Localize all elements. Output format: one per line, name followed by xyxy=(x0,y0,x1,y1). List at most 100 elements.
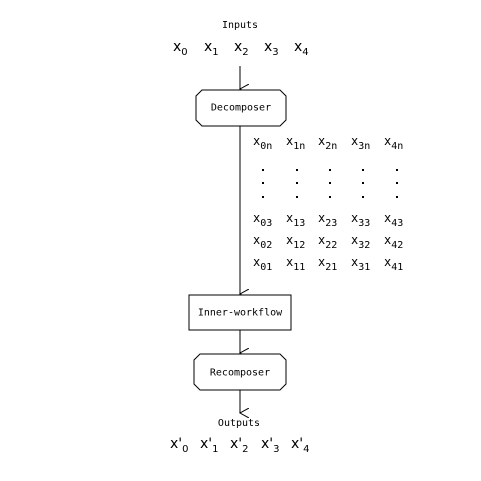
ellipsis-dot xyxy=(396,196,398,198)
matrix-cell-r2-c3-subscript: 32 xyxy=(358,240,371,251)
matrix-cell-r3-c1: x11 xyxy=(286,256,305,273)
output-var-2: x'2 xyxy=(230,437,249,455)
input-var-2-base: x xyxy=(234,39,243,55)
matrix-cell-r0-c2: x2n xyxy=(318,135,337,152)
ellipsis-dot xyxy=(262,182,264,184)
ellipsis-dot xyxy=(396,169,398,171)
matrix-cell-r0-c2-subscript: 2n xyxy=(325,141,338,152)
matrix-cell-r3-c3-base: x xyxy=(351,255,359,269)
matrix-cell-r2-c4-base: x xyxy=(384,233,392,247)
matrix-cell-r0-c2-base: x xyxy=(318,134,326,148)
output-var-3: x'3 xyxy=(261,437,280,455)
input-var-1-subscript: 1 xyxy=(212,47,219,58)
matrix-cell-r2-c2-base: x xyxy=(318,233,326,247)
output-var-1-base: x' xyxy=(200,436,213,452)
ellipsis-dot xyxy=(362,196,364,198)
ellipsis-dot xyxy=(362,182,364,184)
matrix-cell-r2-c3-base: x xyxy=(351,233,359,247)
matrix-cell-r1-c0: x03 xyxy=(253,212,272,229)
input-var-3-base: x xyxy=(264,39,273,55)
matrix-cell-r0-c4-subscript: 4n xyxy=(391,141,404,152)
ellipsis-dot xyxy=(296,182,298,184)
inner-workflow-node xyxy=(188,294,292,331)
output-var-1-subscript: 1 xyxy=(212,444,219,455)
matrix-cell-r3-c4-base: x xyxy=(384,255,392,269)
recomposer-label: Recomposer xyxy=(209,367,271,379)
matrix-cell-r1-c4-subscript: 43 xyxy=(391,218,404,229)
ellipsis-dot xyxy=(329,196,331,198)
inner-workflow-label: Inner-workflow xyxy=(197,307,283,319)
matrix-cell-r1-c2-subscript: 23 xyxy=(325,218,338,229)
matrix-cell-r2-c1-base: x xyxy=(286,233,294,247)
recomposer-node xyxy=(193,353,287,391)
matrix-cell-r2-c2-subscript: 22 xyxy=(325,240,338,251)
matrix-cell-r0-c0-subscript: 0n xyxy=(260,141,273,152)
output-var-4-subscript: 4 xyxy=(303,444,310,455)
matrix-cell-r3-c0-subscript: 01 xyxy=(260,262,273,273)
matrix-cell-r1-c1-subscript: 13 xyxy=(293,218,306,229)
input-var-0-subscript: 0 xyxy=(181,47,188,58)
matrix-cell-r3-c1-subscript: 11 xyxy=(293,262,306,273)
matrix-cell-r0-c1-base: x xyxy=(286,134,294,148)
matrix-cell-r0-c1: x1n xyxy=(286,135,305,152)
matrix-cell-r3-c2-base: x xyxy=(318,255,326,269)
matrix-cell-r2-c2: x22 xyxy=(318,234,337,251)
matrix-cell-r3-c3: x31 xyxy=(351,256,370,273)
matrix-cell-r3-c2: x21 xyxy=(318,256,337,273)
matrix-cell-r2-c4-subscript: 42 xyxy=(391,240,404,251)
matrix-cell-r1-c4-base: x xyxy=(384,211,392,225)
matrix-cell-r0-c4-base: x xyxy=(384,134,392,148)
input-var-4-subscript: 4 xyxy=(302,47,309,58)
matrix-cell-r1-c0-base: x xyxy=(253,211,261,225)
output-var-2-subscript: 2 xyxy=(242,444,249,455)
output-var-2-base: x' xyxy=(230,436,243,452)
outputs-label: Outputs xyxy=(217,418,261,429)
output-var-0: x'0 xyxy=(170,437,189,455)
ellipsis-dot xyxy=(329,182,331,184)
input-var-4-base: x xyxy=(294,39,303,55)
matrix-cell-r2-c0: x02 xyxy=(253,234,272,251)
matrix-cell-r1-c1-base: x xyxy=(286,211,294,225)
decomposer-label: Decomposer xyxy=(210,102,272,114)
matrix-cell-r2-c1: x12 xyxy=(286,234,305,251)
matrix-cell-r2-c4: x42 xyxy=(384,234,403,251)
matrix-cell-r1-c2-base: x xyxy=(318,211,326,225)
matrix-cell-r0-c0-base: x xyxy=(253,134,261,148)
output-var-4: x'4 xyxy=(291,437,310,455)
matrix-cell-r1-c3: x33 xyxy=(351,212,370,229)
matrix-cell-r0-c3: x3n xyxy=(351,135,370,152)
ellipsis-dot xyxy=(296,196,298,198)
input-var-2: x2 xyxy=(234,40,249,58)
output-var-0-base: x' xyxy=(170,436,183,452)
matrix-cell-r2-c3: x32 xyxy=(351,234,370,251)
output-var-0-subscript: 0 xyxy=(182,444,189,455)
matrix-cell-r0-c0: x0n xyxy=(253,135,272,152)
matrix-cell-r3-c3-subscript: 31 xyxy=(358,262,371,273)
input-var-4: x4 xyxy=(294,40,309,58)
matrix-cell-r0-c1-subscript: 1n xyxy=(293,141,306,152)
ellipsis-dot xyxy=(329,169,331,171)
input-var-0-base: x xyxy=(173,39,182,55)
input-var-0: x0 xyxy=(173,40,188,58)
output-var-4-base: x' xyxy=(291,436,304,452)
ellipsis-dot xyxy=(296,169,298,171)
matrix-cell-r3-c1-base: x xyxy=(286,255,294,269)
output-var-1: x'1 xyxy=(200,437,219,455)
matrix-cell-r3-c2-subscript: 21 xyxy=(325,262,338,273)
ellipsis-dot xyxy=(396,182,398,184)
inputs-label: Inputs xyxy=(221,20,259,31)
matrix-cell-r0-c3-base: x xyxy=(351,134,359,148)
output-var-3-base: x' xyxy=(261,436,274,452)
matrix-cell-r1-c3-subscript: 33 xyxy=(358,218,371,229)
input-var-1: x1 xyxy=(204,40,219,58)
matrix-cell-r0-c3-subscript: 3n xyxy=(358,141,371,152)
ellipsis-dot xyxy=(262,196,264,198)
output-var-3-subscript: 3 xyxy=(273,444,280,455)
input-var-2-subscript: 2 xyxy=(242,47,249,58)
matrix-cell-r2-c0-subscript: 02 xyxy=(260,240,273,251)
matrix-cell-r1-c0-subscript: 03 xyxy=(260,218,273,229)
input-var-3: x3 xyxy=(264,40,279,58)
matrix-cell-r0-c4: x4n xyxy=(384,135,403,152)
matrix-cell-r3-c4-subscript: 41 xyxy=(391,262,404,273)
matrix-cell-r3-c0-base: x xyxy=(253,255,261,269)
